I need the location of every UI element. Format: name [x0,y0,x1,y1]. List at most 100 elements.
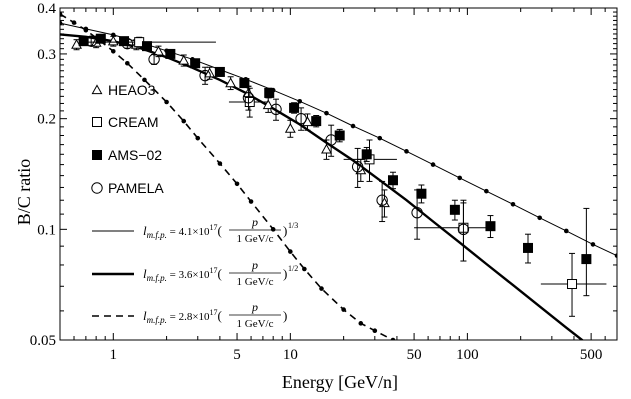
open-circle-marker [242,92,255,104]
formula-exponent: 17 [210,266,218,275]
data-point-ams-02 [523,233,534,264]
y-tick-label: 0.1 [37,222,56,238]
curve-dot-cube-root [614,253,617,258]
curve-dot-linear [302,266,307,272]
legend-entry: HEAO3 [91,82,156,98]
data-point-ams-02 [581,207,592,297]
curve-dot-cube-root [297,98,303,104]
data-point-ams-02 [239,78,250,89]
curve-dot-cube-root [563,228,569,234]
legend-entry: PAMELA [91,180,164,196]
curve-dot-linear [71,20,77,25]
curve-dot-cube-root [60,20,63,26]
open-square-marker [244,97,255,108]
data-point-heao3 [262,97,274,113]
data-point-heao3 [284,119,296,138]
data-point-ams-02 [289,102,300,114]
legend-formula: lm.f.p. = 3.6×1017( [143,266,222,283]
curve-cube-root [60,22,617,257]
open-circle-marker [411,206,423,219]
curve-dot-linear [83,27,89,33]
legend-formula: lm.f.p. = 4.1×1017( [143,223,222,240]
filled-square-marker [387,175,398,186]
triangle-marker [302,116,313,127]
curve-dot-linear [358,321,364,326]
curve-linear [60,13,394,340]
formula-paren-open: ( [218,308,222,323]
formula-paren-close: ) [283,308,287,323]
curve-dot-linear [390,337,396,340]
data-point-ams-02 [416,184,427,204]
formula-paren-open: ( [218,223,222,238]
data-point-pamela [295,107,307,131]
filled-square-marker [119,36,130,47]
filled-square-marker [92,150,102,160]
open-circle-marker [199,69,211,82]
data-point-cream [540,252,607,317]
data-point-ams-02 [485,215,496,239]
formula-power: 1/2 [288,264,298,273]
curve-dot-cube-root [590,242,596,247]
triangle-marker [91,84,103,95]
y-tick-label: 0.2 [37,112,56,128]
formula-exponent: 17 [210,223,218,232]
formula-denominator: 1 GeV/c [237,276,274,288]
open-square-marker [567,279,578,290]
legend-formula: lm.f.p. = 2.8×1017( [143,308,222,325]
data-point-heao3 [153,45,164,58]
data-point-ams-02 [387,171,398,190]
y-tick-label: 0.05 [30,333,56,349]
y-tick-label: 0.3 [37,47,56,63]
curve-dot-linear [217,161,223,166]
x-tick-label: 100 [456,347,479,363]
data-point-pamela [270,98,282,121]
x-axis-title: Energy [GeV/n] [282,372,398,392]
curve-dot-linear [270,227,276,232]
data-point-ams-02 [95,33,106,44]
data-point-pamela [376,180,388,223]
data-point-ams-02 [214,66,225,77]
data-point-pamela [148,53,160,66]
formula-subscript: m.f.p. [147,315,167,325]
formula-paren-close: ) [283,266,287,281]
filled-square-marker [95,33,106,44]
open-circle-marker [270,103,282,116]
x-tick-label: 5 [233,347,241,363]
filled-square-marker [361,149,372,160]
filled-square-marker [289,102,300,113]
filled-square-marker [165,48,176,59]
data-point-ams-02 [361,146,372,162]
data-point-pamela [411,189,423,240]
x-tick-label: 10 [283,347,298,363]
formula-numerator: p [251,300,258,314]
formula-symbol: l [143,308,147,323]
data-point-pamela [325,124,337,157]
y-tick-label: 0.4 [37,1,56,17]
legend-label: AMS−02 [108,147,162,163]
filled-square-marker [581,254,592,265]
legend-entry: AMS−02 [92,147,162,163]
data-point-pamela [121,37,134,50]
x-tick-label: 500 [580,347,603,363]
curve-dot-cube-root [430,162,436,167]
formula-prefix: = 4.1×10 [167,226,210,238]
filled-square-marker [334,130,345,141]
curve-dot-linear [181,118,187,124]
legend-label: HEAO3 [108,82,156,98]
data-point-ams-02 [190,58,201,69]
data-point-ams-02 [264,87,275,99]
curve-dot-cube-root [537,215,542,221]
curve-dot-cube-root [377,135,383,141]
formula-subscript: m.f.p. [147,273,167,283]
curve-dot-cube-root [404,149,409,154]
curve-dot-linear [142,77,147,83]
filled-square-marker [523,242,534,253]
triangle-marker [153,45,164,56]
formula-subscript: m.f.p. [147,230,167,240]
data-point-pamela [85,35,97,47]
data-point-pamela [457,202,470,262]
formula-paren-close: ) [283,223,287,238]
curve-dot-cube-root [484,188,489,194]
curve-dot-linear [60,11,63,17]
